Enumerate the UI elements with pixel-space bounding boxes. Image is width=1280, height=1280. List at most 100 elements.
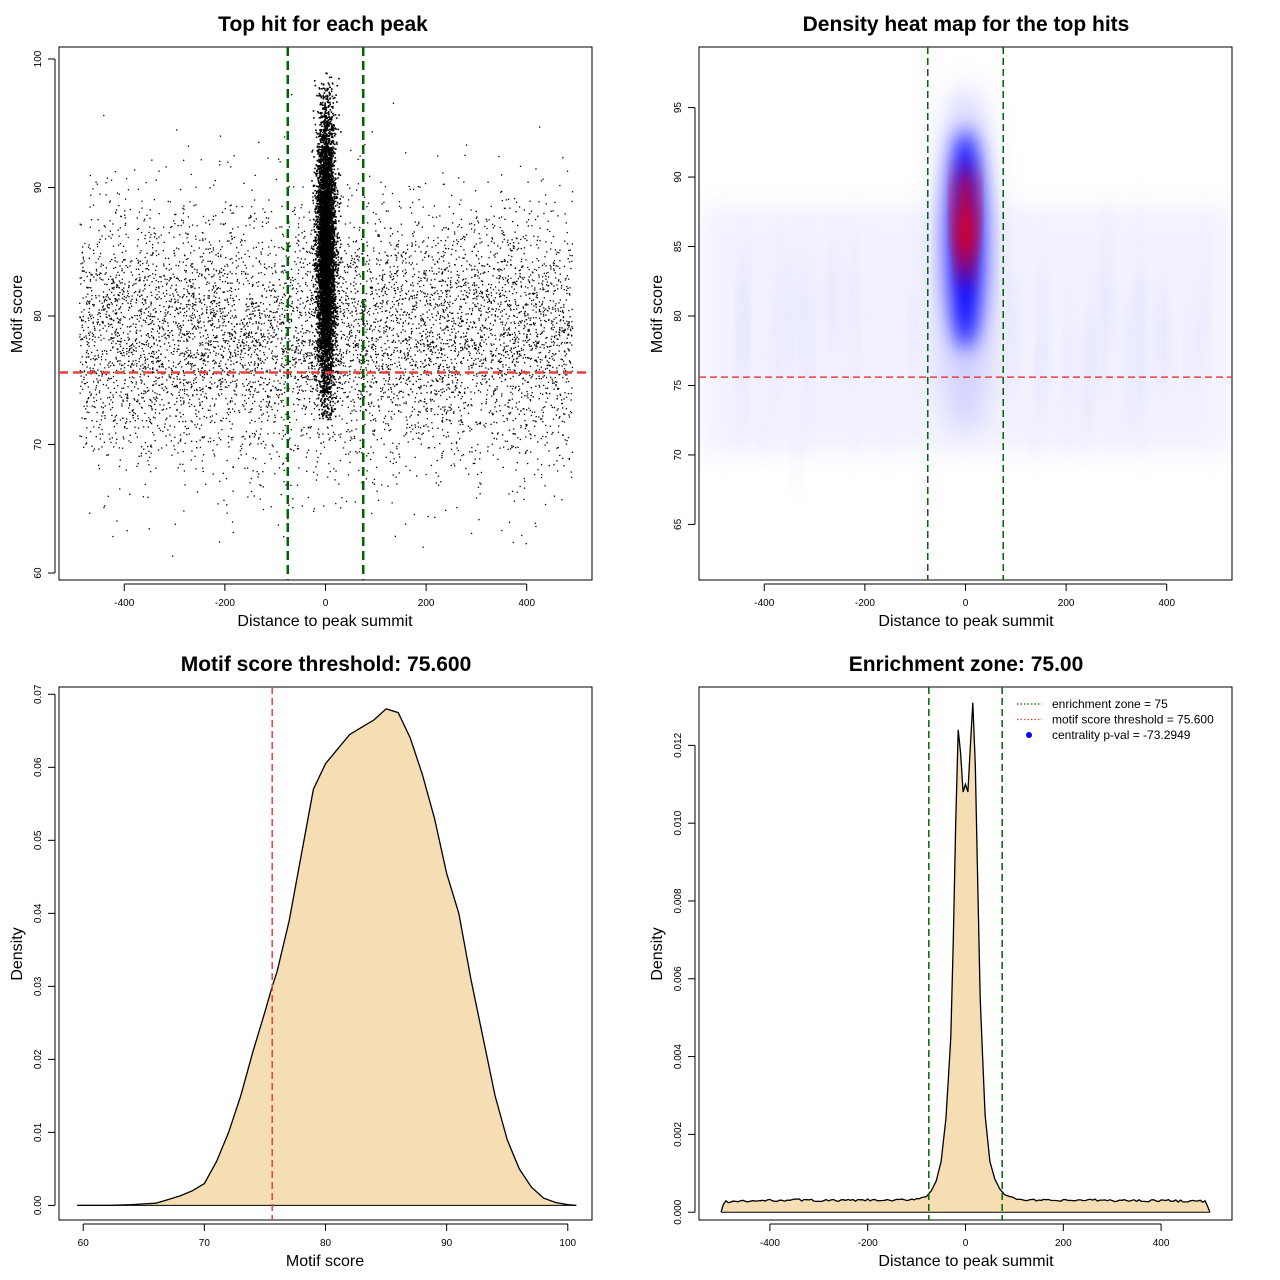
- scatter-point: [510, 385, 512, 387]
- scatter-point: [118, 318, 120, 321]
- scatter-point: [200, 394, 202, 396]
- scatter-point: [209, 305, 211, 308]
- scatter-point: [119, 488, 121, 490]
- scatter-point: [542, 435, 544, 438]
- scatter-point: [155, 380, 157, 382]
- scatter-point: [285, 282, 287, 284]
- scatter-point: [303, 354, 305, 356]
- scatter-point: [85, 418, 87, 420]
- scatter-point: [104, 308, 106, 310]
- scatter-point: [515, 469, 517, 471]
- scatter-point: [82, 270, 84, 272]
- scatter-point: [347, 339, 349, 341]
- scatter-point: [479, 493, 481, 495]
- scatter-point: [310, 292, 313, 294]
- scatter-point: [356, 255, 359, 257]
- scatter-point: [79, 277, 81, 279]
- scatter-point: [370, 271, 372, 274]
- scatter-point: [309, 289, 311, 291]
- scatter-point: [345, 351, 348, 353]
- scatter-point: [155, 357, 157, 359]
- scatter-point: [450, 277, 452, 279]
- scatter-point: [202, 344, 204, 346]
- scatter-point: [464, 344, 466, 346]
- scatter-point: [390, 388, 392, 390]
- scatter-point: [105, 359, 107, 361]
- scatter-point: [269, 281, 271, 283]
- scatter-point: [167, 402, 169, 404]
- scatter-point: [120, 396, 123, 398]
- scatter-point: [115, 334, 117, 336]
- scatter-point: [382, 274, 384, 276]
- scatter-point: [154, 403, 156, 405]
- scatter-point: [311, 413, 313, 415]
- scatter-point: [511, 255, 513, 258]
- scatter-point: [255, 218, 257, 220]
- scatter-point: [509, 448, 512, 450]
- scatter-point: [233, 304, 235, 306]
- scatter-point: [92, 322, 94, 325]
- scatter-point: [92, 335, 94, 338]
- scatter-point: [292, 344, 294, 346]
- scatter-point: [87, 353, 89, 355]
- scatter-point: [547, 220, 549, 222]
- scatter-point: [104, 298, 107, 301]
- scatter-point: [451, 248, 453, 250]
- scatter-point: [83, 270, 85, 272]
- scatter-point: [110, 365, 112, 367]
- scatter-point: [313, 508, 315, 510]
- scatter-point: [359, 155, 361, 157]
- scatter-point: [337, 371, 340, 373]
- scatter-point: [441, 420, 443, 422]
- scatter-point: [182, 413, 184, 416]
- scatter-point: [565, 222, 567, 224]
- scatter-point: [507, 448, 509, 450]
- scatter-point: [382, 277, 384, 279]
- scatter-point: [230, 242, 232, 244]
- scatter-point: [129, 208, 131, 211]
- scatter-point: [504, 218, 506, 220]
- scatter-point: [509, 411, 512, 414]
- scatter-point: [350, 283, 352, 285]
- scatter-point: [183, 288, 185, 290]
- scatter-point: [102, 353, 104, 355]
- scatter-point: [119, 395, 121, 397]
- scatter-point: [387, 255, 389, 257]
- scatter-point: [96, 243, 98, 245]
- scatter-point: [88, 314, 91, 316]
- scatter-point: [304, 408, 307, 410]
- scatter-point: [128, 306, 130, 308]
- scatter-point: [165, 368, 167, 370]
- scatter-point: [524, 238, 526, 240]
- scatter-point: [163, 318, 166, 320]
- scatter-point: [474, 274, 476, 276]
- scatter-point: [218, 362, 221, 364]
- scatter-point: [544, 406, 546, 408]
- scatter-point: [350, 259, 353, 262]
- scatter-point: [447, 320, 449, 322]
- scatter-point: [197, 319, 199, 321]
- scatter-point: [82, 297, 84, 299]
- scatter-point: [192, 283, 194, 285]
- scatter-point: [158, 286, 160, 288]
- scatter-point: [214, 403, 216, 405]
- scatter-point: [545, 241, 547, 243]
- scatter-point: [80, 224, 82, 226]
- scatter-point: [380, 346, 382, 349]
- scatter-point: [284, 269, 286, 271]
- scatter-point: [125, 265, 127, 267]
- scatter-point: [179, 463, 181, 465]
- scatter-point: [379, 275, 381, 277]
- scatter-point: [250, 442, 252, 445]
- scatter-point: [194, 374, 196, 376]
- scatter-point: [153, 343, 155, 345]
- scatter-point: [295, 236, 297, 238]
- scatter-point: [335, 470, 337, 472]
- scatter-point: [297, 257, 299, 259]
- scatter-point: [531, 349, 533, 351]
- scatter-point: [353, 261, 355, 263]
- scatter-point: [236, 278, 239, 281]
- scatter-point: [481, 403, 483, 405]
- scatter-point: [479, 342, 481, 344]
- scatter-point: [274, 270, 277, 272]
